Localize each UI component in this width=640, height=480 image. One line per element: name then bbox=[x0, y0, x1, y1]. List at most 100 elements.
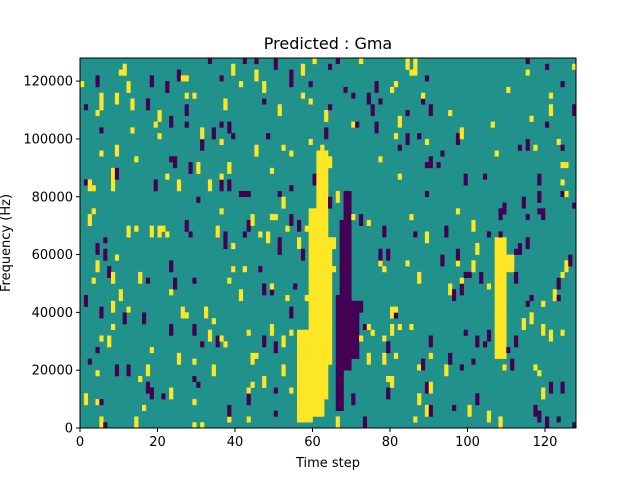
heatmap-cell bbox=[149, 75, 154, 82]
heatmap-cell bbox=[502, 237, 507, 244]
heatmap-cell bbox=[114, 364, 120, 371]
heatmap-cell bbox=[297, 358, 302, 365]
heatmap-cell bbox=[297, 399, 302, 406]
heatmap-cell bbox=[320, 347, 325, 354]
heatmap-cell bbox=[145, 98, 151, 105]
heatmap-cell bbox=[176, 352, 182, 359]
heatmap-cell bbox=[494, 150, 499, 157]
heatmap-cell bbox=[316, 156, 321, 163]
heatmap-cell bbox=[316, 202, 321, 209]
heatmap-cell bbox=[393, 81, 399, 88]
heatmap-cell bbox=[548, 92, 554, 99]
y-axis-label: Frequency (Hz) bbox=[0, 194, 14, 292]
heatmap-cell bbox=[169, 323, 174, 331]
heatmap-cell bbox=[285, 225, 290, 232]
heatmap-cell bbox=[312, 375, 317, 383]
heatmap-cell bbox=[285, 295, 290, 302]
heatmap-cell bbox=[537, 196, 542, 203]
heatmap-cell bbox=[316, 393, 321, 400]
heatmap-cell bbox=[308, 260, 313, 267]
heatmap-cell bbox=[498, 289, 503, 296]
heatmap-cell bbox=[227, 404, 232, 411]
heatmap-cell bbox=[184, 110, 189, 117]
heatmap-cell bbox=[564, 190, 569, 198]
heatmap-cell bbox=[223, 231, 228, 238]
heatmap-cell bbox=[262, 81, 267, 88]
heatmap-cell bbox=[324, 271, 329, 278]
heatmap-cell bbox=[552, 295, 557, 302]
heatmap-cell bbox=[494, 248, 499, 255]
heatmap-cell bbox=[347, 190, 352, 198]
heatmap-cell bbox=[122, 69, 127, 76]
heatmap-cell bbox=[347, 335, 352, 342]
heatmap-cell bbox=[343, 364, 348, 371]
heatmap-cell bbox=[316, 364, 321, 371]
heatmap-cell bbox=[533, 410, 538, 417]
heatmap-cell bbox=[328, 312, 333, 319]
heatmap-cell bbox=[324, 266, 329, 273]
heatmap-cell bbox=[169, 260, 174, 267]
heatmap-cell bbox=[448, 110, 453, 117]
heatmap-cell bbox=[289, 306, 294, 313]
heatmap-cell bbox=[339, 323, 344, 331]
heatmap-cell bbox=[254, 352, 259, 359]
heatmap-cell bbox=[498, 254, 503, 261]
heatmap-cell bbox=[83, 399, 89, 406]
heatmap-cell bbox=[382, 352, 387, 359]
heatmap-cell bbox=[320, 410, 325, 417]
heatmap-cell bbox=[494, 323, 499, 331]
heatmap-cell bbox=[382, 358, 387, 365]
heatmap-cell bbox=[343, 358, 348, 365]
heatmap-cell bbox=[537, 179, 542, 186]
heatmap-cell bbox=[355, 318, 360, 325]
heatmap-cell bbox=[169, 329, 174, 336]
heatmap-cell bbox=[339, 254, 344, 261]
heatmap-cell bbox=[525, 300, 530, 307]
heatmap-cell bbox=[320, 283, 325, 290]
heatmap-cell bbox=[320, 295, 325, 302]
heatmap-cell bbox=[417, 393, 422, 400]
heatmap-cell bbox=[312, 399, 317, 406]
heatmap-cell bbox=[308, 399, 313, 406]
heatmap-cell bbox=[83, 104, 89, 111]
heatmap-cell bbox=[316, 179, 321, 186]
heatmap-cell bbox=[320, 352, 325, 359]
heatmap-cell bbox=[83, 179, 89, 186]
heatmap-cell bbox=[304, 404, 309, 411]
heatmap-cell bbox=[316, 214, 321, 221]
heatmap-cell bbox=[459, 283, 464, 290]
heatmap-cell bbox=[316, 277, 321, 284]
heatmap-cell bbox=[498, 347, 503, 354]
heatmap-cell bbox=[122, 318, 127, 325]
heatmap-cell bbox=[312, 323, 317, 331]
heatmap-cell bbox=[320, 190, 325, 198]
heatmap-cell bbox=[324, 283, 329, 290]
heatmap-cell bbox=[494, 271, 499, 278]
heatmap-cell bbox=[269, 323, 275, 331]
heatmap-cell bbox=[328, 318, 333, 325]
heatmap-cell bbox=[95, 260, 100, 267]
heatmap-cell bbox=[165, 81, 170, 88]
heatmap-cell bbox=[347, 318, 352, 325]
heatmap-cell bbox=[242, 190, 247, 198]
heatmap-cell bbox=[157, 110, 162, 117]
heatmap-cell bbox=[339, 295, 344, 302]
heatmap-cell bbox=[184, 225, 189, 232]
heatmap-cell bbox=[339, 289, 344, 296]
heatmap-cell bbox=[486, 231, 492, 238]
heatmap-cell bbox=[289, 312, 294, 319]
heatmap-cell bbox=[417, 364, 422, 371]
heatmap-cell bbox=[560, 190, 565, 198]
heatmap-cell bbox=[502, 266, 507, 273]
heatmap-cell bbox=[498, 318, 503, 325]
heatmap-cell bbox=[238, 81, 244, 88]
heatmap-cell bbox=[215, 225, 220, 232]
heatmap-cell bbox=[289, 81, 294, 88]
heatmap-cell bbox=[312, 243, 317, 250]
heatmap-cell bbox=[316, 225, 321, 232]
heatmap-cell bbox=[173, 283, 178, 290]
heatmap-cell bbox=[87, 179, 92, 186]
heatmap-cell bbox=[320, 185, 325, 192]
heatmap-cell bbox=[297, 347, 302, 354]
heatmap-cell bbox=[312, 260, 317, 267]
